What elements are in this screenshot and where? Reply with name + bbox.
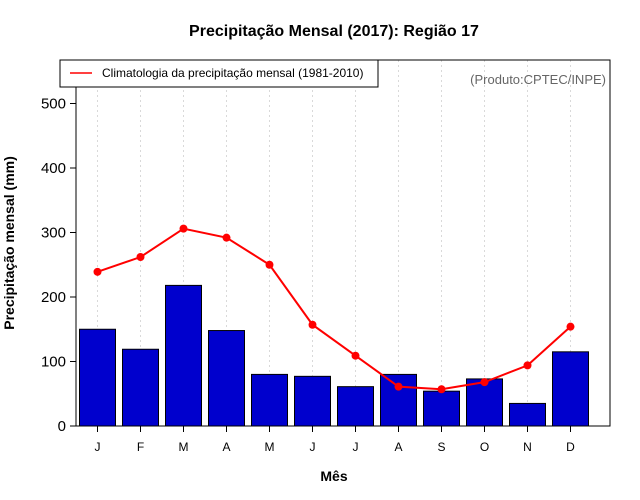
y-tick-label: 100 (41, 354, 66, 371)
climatology-point-3 (222, 233, 231, 242)
y-axis-label: Precipitação mensal (mm) (1, 156, 17, 330)
x-tick-label: D (566, 440, 575, 454)
x-tick-label: J (95, 440, 101, 454)
x-tick-label: A (394, 440, 402, 454)
x-tick-label: O (480, 440, 489, 454)
bar-6 (337, 386, 374, 427)
x-tick-label: A (222, 440, 230, 454)
climatology-point-6 (351, 351, 360, 360)
bar-10 (509, 402, 546, 427)
x-tick-label: N (523, 440, 532, 454)
climatology-point-11 (566, 322, 575, 331)
bar-5 (294, 375, 331, 427)
chart-title: Precipitação Mensal (2017): Região 17 (189, 23, 479, 40)
climatology-point-7 (394, 382, 403, 391)
climatology-point-5 (308, 320, 317, 329)
bar-2 (165, 284, 202, 427)
climatology-point-4 (265, 260, 274, 269)
y-tick-label: 200 (41, 289, 66, 306)
x-tick-label: S (437, 440, 445, 454)
x-tick-label: J (310, 440, 316, 454)
y-tick-label: 300 (41, 225, 66, 242)
bar-11 (552, 351, 589, 427)
bar-1 (122, 348, 159, 427)
y-tick-label: 500 (41, 96, 66, 113)
x-axis-label: Mês (320, 468, 347, 484)
climatology-line (93, 224, 575, 394)
legend: Climatologia da precipitação mensal (198… (59, 59, 379, 88)
climatology-point-10 (523, 361, 532, 370)
x-tick-label: M (179, 440, 189, 454)
bars (79, 284, 589, 427)
climatology-series-line (97, 227, 572, 391)
bar-7 (380, 373, 417, 427)
climatology-point-1 (136, 253, 145, 262)
x-tick-label: M (265, 440, 275, 454)
y-tick-label: 0 (58, 418, 66, 435)
legend-box (59, 59, 379, 88)
bar-3 (208, 330, 245, 427)
climatology-point-9 (480, 378, 489, 387)
climatology-point-8 (437, 385, 446, 394)
bar-9 (466, 378, 503, 427)
bar-4 (251, 373, 288, 427)
credit-text: (Produto:CPTEC/INPE) (470, 72, 606, 87)
y-tick-label: 400 (41, 160, 66, 177)
x-tick-label: F (137, 440, 144, 454)
bar-0 (79, 328, 116, 427)
climatology-point-2 (179, 224, 188, 233)
x-tick-label: J (353, 440, 359, 454)
bar-8 (423, 390, 460, 427)
climatology-point-0 (93, 267, 102, 276)
legend-label-climatology: Climatologia da precipitação mensal (198… (102, 66, 363, 80)
y-axis: 0 100 200 300 400 500 (41, 96, 76, 435)
